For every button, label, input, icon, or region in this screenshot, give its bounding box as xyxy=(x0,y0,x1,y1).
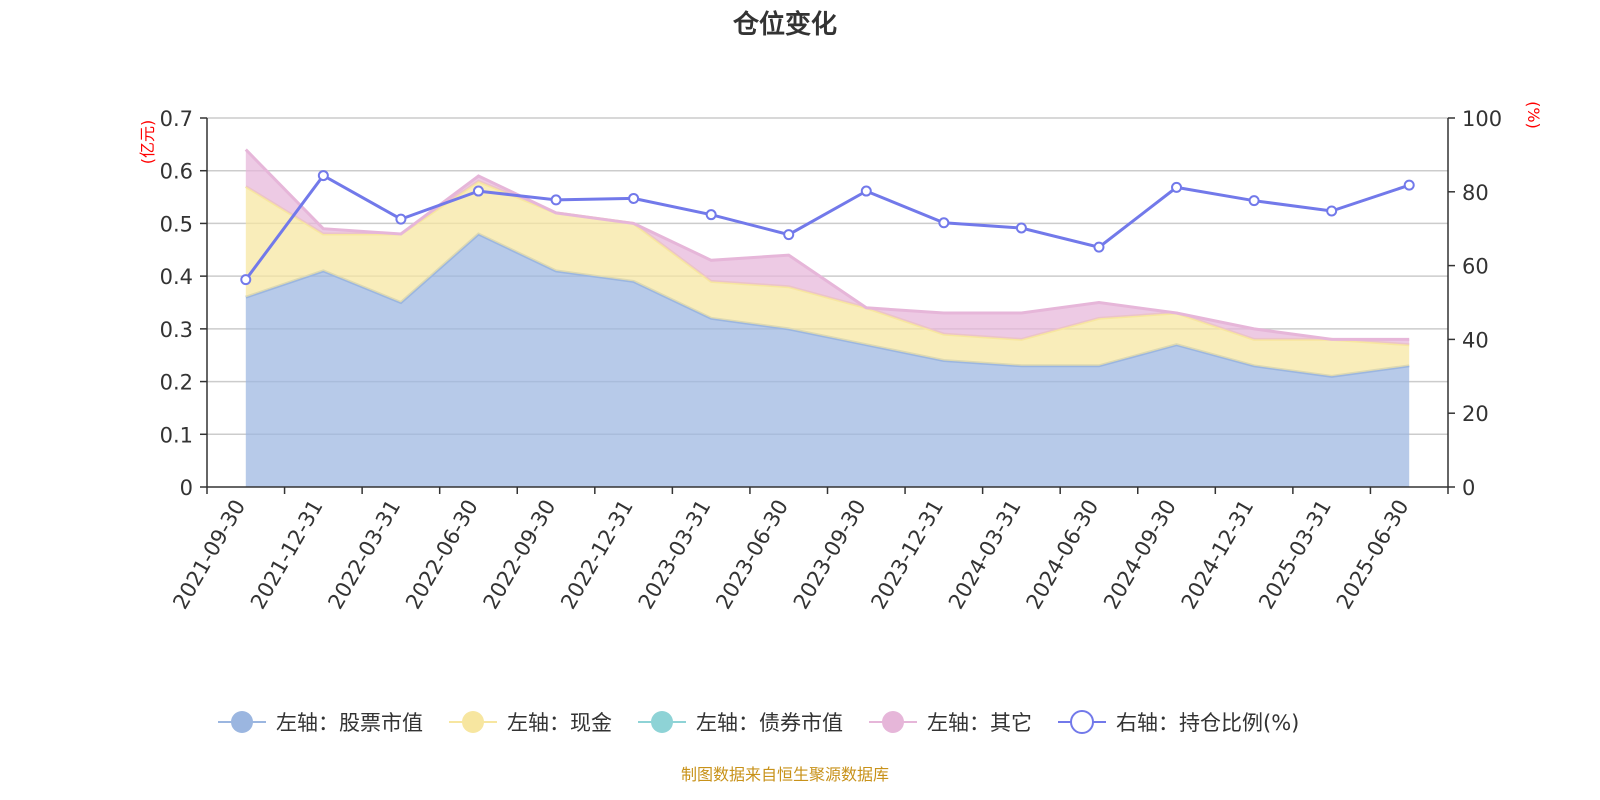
data-point xyxy=(395,213,407,225)
data-point xyxy=(705,209,717,221)
legend: 左轴：股票市值 左轴：现金 左轴：债券市值 左轴：其它 右轴：持仓比例(%) xyxy=(218,710,1299,735)
legend-marker xyxy=(231,711,253,733)
x-tick-label: 2025-03-31 xyxy=(1254,496,1336,614)
x-tick-label: 2021-12-31 xyxy=(246,496,328,614)
x-tick-label: 2023-12-31 xyxy=(866,496,948,614)
data-point xyxy=(1403,179,1415,191)
right-axis-unit: (%) xyxy=(1524,101,1543,129)
right-tick-label: 20 xyxy=(1462,402,1489,426)
chart-title: 仓位变化 xyxy=(732,9,837,40)
x-tick-label: 2023-03-31 xyxy=(634,496,716,614)
left-tick-label: 0.4 xyxy=(160,265,193,289)
holding-ratio-polyline xyxy=(244,173,1410,281)
data-point xyxy=(1248,195,1260,207)
area-左轴：股票市值 xyxy=(245,234,1410,487)
data-point xyxy=(783,229,795,241)
data-point xyxy=(1171,181,1183,193)
data-point xyxy=(317,170,329,182)
left-tick-label: 0.6 xyxy=(160,160,193,184)
area-左轴：现金 xyxy=(245,181,1410,377)
x-tick-label: 2024-03-31 xyxy=(944,496,1026,614)
x-tick-label: 2021-09-30 xyxy=(168,496,250,614)
left-tick-label: 0.3 xyxy=(160,318,193,342)
x-tick-label: 2022-12-31 xyxy=(556,496,638,614)
data-point xyxy=(1326,205,1338,217)
left-tick-label: 0.2 xyxy=(160,371,193,395)
x-tick-label: 2022-09-30 xyxy=(479,496,561,614)
x-tick-label: 2024-06-30 xyxy=(1021,496,1103,614)
legend-label: 左轴：股票市值 xyxy=(276,711,423,735)
legend-label: 左轴：现金 xyxy=(507,711,612,735)
x-tick-label: 2025-06-30 xyxy=(1332,496,1414,614)
left-axis-unit: (亿元) xyxy=(138,120,157,165)
right-tick-label: 40 xyxy=(1462,328,1489,352)
x-tick-label: 2023-06-30 xyxy=(711,496,793,614)
data-point xyxy=(550,194,562,206)
right-tick-label: 60 xyxy=(1462,255,1489,279)
stacked-areas xyxy=(244,148,1410,487)
x-tick-label: 2022-03-31 xyxy=(323,496,405,614)
right-tick-label: 80 xyxy=(1462,181,1489,205)
x-tick-label: 2024-09-30 xyxy=(1099,496,1181,614)
legend-marker xyxy=(462,711,484,733)
left-tick-label: 0.7 xyxy=(160,107,193,131)
legend-marker xyxy=(1070,710,1094,734)
data-point xyxy=(1015,222,1027,234)
x-tick-label: 2023-09-30 xyxy=(789,496,871,614)
legend-label: 左轴：债券市值 xyxy=(696,711,843,735)
legend-marker xyxy=(651,711,673,733)
left-tick-label: 0 xyxy=(180,476,193,500)
data-point xyxy=(628,192,640,204)
x-tick-label: 2024-12-31 xyxy=(1177,496,1259,614)
data-point xyxy=(472,185,484,197)
data-point xyxy=(938,217,950,229)
right-tick-label: 0 xyxy=(1462,476,1475,500)
source-note: 制图数据来自恒生聚源数据库 xyxy=(681,765,889,784)
legend-label: 右轴：持仓比例(%) xyxy=(1116,711,1299,735)
x-tick-label: 2022-06-30 xyxy=(401,496,483,614)
legend-marker xyxy=(882,711,904,733)
data-point xyxy=(1093,241,1105,253)
legend-label: 左轴：其它 xyxy=(927,711,1032,735)
holding-ratio-line xyxy=(240,170,1415,286)
right-tick-label: 100 xyxy=(1462,107,1502,131)
left-tick-label: 0.5 xyxy=(160,212,193,236)
left-tick-label: 0.1 xyxy=(160,423,193,447)
data-point xyxy=(240,274,252,286)
data-point xyxy=(860,185,872,197)
